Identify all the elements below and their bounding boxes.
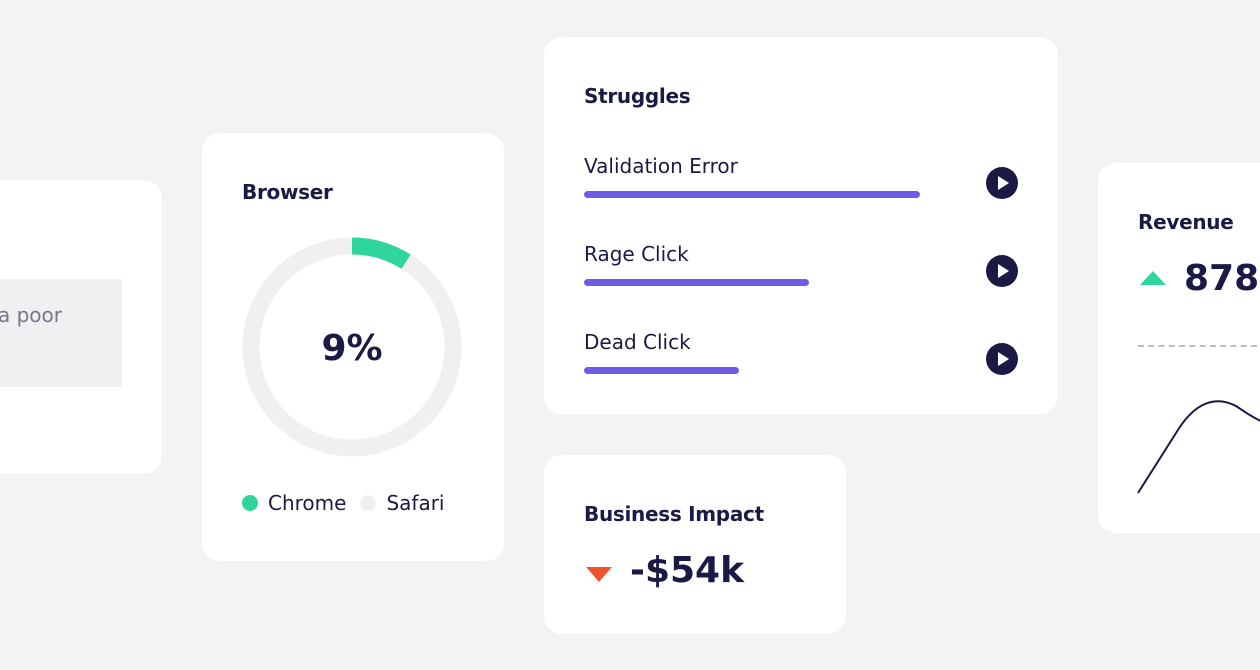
legend-chrome: Chrome (268, 491, 347, 515)
up-triangle-icon (1140, 271, 1166, 285)
struggle-bar (584, 279, 810, 286)
browser-legend: Chrome Safari (242, 491, 444, 515)
struggle-label: Rage Click (584, 242, 689, 266)
donut-arc-chrome (242, 237, 462, 457)
legend-safari: Safari (386, 491, 445, 515)
struggle-bar (584, 367, 739, 374)
browser-card: Browser 9% Chrome Safari (202, 133, 504, 561)
impact-title: Business Impact (584, 502, 764, 526)
revenue-line-chart (1137, 400, 1260, 494)
dashed-divider (1138, 345, 1260, 347)
struggles-title: Struggles (584, 84, 691, 108)
legend-dot-chrome (242, 495, 258, 511)
browser-donut (242, 237, 462, 457)
message-box: a poor (0, 279, 122, 387)
left-card: a poor (0, 180, 162, 474)
struggle-label: Validation Error (584, 154, 738, 178)
donut-percent: 9% (321, 328, 383, 369)
revenue-card: Revenue 878. (1098, 163, 1260, 533)
play-icon[interactable] (986, 167, 1018, 199)
struggle-label: Dead Click (584, 330, 691, 354)
play-icon[interactable] (986, 343, 1018, 375)
down-triangle-icon (586, 567, 612, 582)
message-text: a poor (0, 303, 63, 327)
revenue-title: Revenue (1138, 210, 1234, 234)
revenue-value: 878. (1184, 258, 1260, 299)
struggle-bar (584, 191, 920, 198)
browser-title: Browser (242, 180, 333, 204)
play-icon[interactable] (986, 255, 1018, 287)
business-impact-card: Business Impact -$54k (544, 455, 846, 634)
struggles-card: Struggles Validation Error Rage Click De… (544, 37, 1058, 414)
revenue-line (1137, 400, 1260, 494)
impact-value: -$54k (630, 550, 745, 591)
legend-dot-safari (360, 495, 377, 511)
